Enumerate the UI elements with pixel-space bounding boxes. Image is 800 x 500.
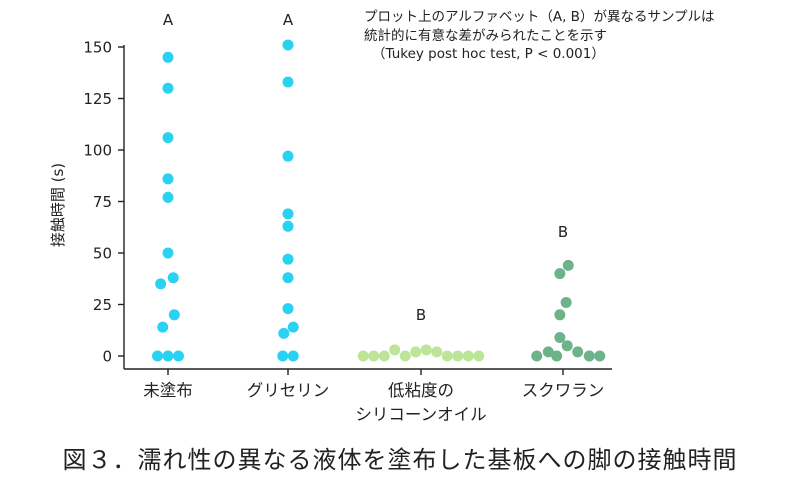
data-point (583, 350, 595, 362)
data-point (560, 296, 572, 308)
data-point (162, 173, 174, 185)
data-point (173, 350, 184, 362)
data-point (452, 350, 464, 362)
data-point (542, 346, 554, 358)
y-tick-label: 0 (102, 348, 112, 366)
data-point (389, 344, 401, 356)
data-point (420, 344, 432, 356)
significance-note-line: 統計的に有意な差がみられたことを示す (364, 27, 607, 44)
data-point (357, 350, 369, 362)
data-point (368, 350, 380, 362)
data-point (378, 350, 390, 362)
data-point (561, 340, 573, 352)
group-letter: B (558, 223, 568, 241)
data-point (162, 132, 174, 144)
data-point (162, 247, 174, 259)
data-point (282, 39, 294, 51)
data-point (152, 350, 163, 362)
group-letter: A (283, 11, 294, 29)
data-point (167, 272, 179, 284)
data-point (287, 350, 299, 362)
data-point (282, 208, 294, 220)
data-point (162, 350, 174, 362)
data-point (282, 303, 294, 315)
group-letter: A (163, 11, 174, 29)
data-point (562, 259, 574, 271)
data-point (155, 278, 167, 290)
figure-caption: 図３．濡れ性の異なる液体を塗布した基板への脚の接触時間 (62, 446, 738, 474)
y-axis-label: 接触時間 (s) (49, 163, 67, 247)
y-tick-label: 25 (93, 296, 112, 314)
data-point (162, 191, 174, 203)
data-point (282, 220, 294, 232)
x-tick-label: 低粘度の (388, 381, 454, 400)
data-point (287, 321, 299, 333)
data-point (554, 309, 566, 321)
data-point (441, 350, 453, 362)
x-tick-label: グリセリン (247, 381, 330, 400)
significance-note-line: （Tukey post hoc test, P < 0.001） (372, 46, 605, 62)
x-tick-label: シリコーンオイル (355, 405, 486, 424)
x-tick-label: 未塗布 (143, 380, 193, 400)
significance-note: プロット上のアルファベット（A, B）が異なるサンプルは 統計的に有意な差がみら… (364, 8, 794, 64)
data-point (473, 350, 485, 362)
data-point (594, 350, 606, 362)
group-letter: B (416, 306, 426, 324)
data-point (162, 51, 174, 63)
y-tick-label: 50 (93, 245, 112, 263)
data-point (572, 346, 584, 358)
data-point (551, 350, 563, 362)
data-point (282, 272, 294, 284)
data-point (277, 350, 289, 362)
data-point (410, 346, 422, 358)
data-point (157, 321, 169, 333)
data-point (162, 82, 174, 94)
y-tick-label: 125 (83, 90, 112, 108)
significance-note-line: プロット上のアルファベット（A, B）が異なるサンプルは (364, 9, 715, 25)
chart: 0 25 50 75 100 125 150 接触時間 (s) 未塗布 グリセリン 低粘度のシリコー… (49, 8, 794, 424)
data-point (554, 268, 566, 280)
data-point (168, 309, 180, 321)
data-point (554, 331, 566, 343)
chart-canvas: 0 25 50 75 100 125 150 接触時間 (s) 未塗布 グリセリン 低粘度のシリコー… (49, 11, 612, 424)
data-point (531, 350, 543, 362)
data-point (462, 350, 474, 362)
data-point (431, 346, 443, 358)
data-point (399, 350, 411, 362)
data-point (278, 327, 290, 339)
x-tick-label: スクワラン (522, 381, 605, 400)
y-tick-label: 150 (83, 39, 112, 57)
data-point (282, 253, 294, 265)
data-point (282, 150, 294, 162)
y-tick-label: 100 (83, 142, 112, 160)
y-tick-label: 75 (93, 193, 112, 211)
data-point (282, 76, 294, 88)
